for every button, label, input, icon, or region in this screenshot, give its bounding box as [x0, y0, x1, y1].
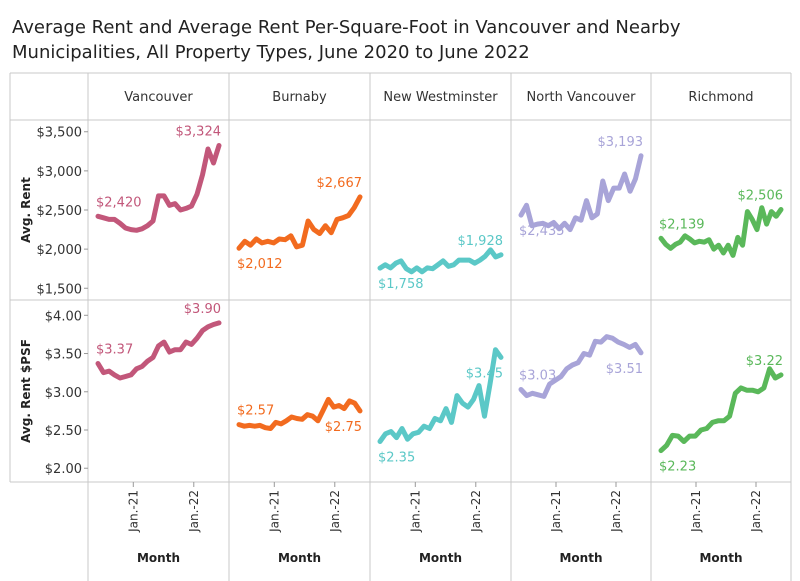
- data-label-last: $2,506: [738, 189, 784, 204]
- data-label-first: $3.03: [519, 368, 556, 383]
- data-label-first: $2,012: [237, 257, 283, 272]
- data-label-first: $2,435: [519, 224, 565, 239]
- x-tick-label: Jan.-21: [126, 490, 140, 533]
- series-line-psf-vancouver: [95, 320, 222, 381]
- panel-header-north-vancouver: North Vancouver: [527, 90, 637, 105]
- x-tick-label: Jan.-22: [469, 490, 483, 533]
- y-tick-label: $4.00: [45, 309, 82, 324]
- series-line-rent-north-vancouver: [518, 153, 644, 233]
- panel-header-burnaby: Burnaby: [272, 90, 327, 105]
- chart-title-line-2: Municipalities, All Property Types, June…: [12, 42, 530, 63]
- y-tick-label: $3.50: [45, 348, 82, 363]
- data-series: $2,420 $3,324 $3.37 $3.90 $2,012 $2,667 $2.57 $…: [95, 125, 784, 475]
- series-line-rent-richmond: [658, 205, 784, 258]
- x-axis-title: Month: [419, 551, 462, 565]
- series-line-psf-richmond: [658, 366, 784, 454]
- data-label-first: $2.23: [659, 460, 696, 475]
- x-tick-label: Jan.-22: [187, 490, 201, 533]
- x-axis-title: Month: [559, 551, 602, 565]
- x-axis-title: Month: [278, 551, 321, 565]
- data-label-first: $1,758: [378, 277, 424, 292]
- data-label-last: $3.51: [606, 362, 643, 377]
- data-label-last: $3.90: [184, 302, 221, 317]
- x-tick-label: Jan.-21: [267, 490, 281, 533]
- data-label-first: $2,420: [96, 195, 142, 210]
- y-tick-label: $3.00: [45, 386, 82, 401]
- y-tick-label: $3,500: [37, 126, 83, 141]
- x-axis-title: Month: [699, 551, 742, 565]
- y-tick-label: $2,000: [37, 243, 83, 258]
- data-label-last: $3,193: [598, 135, 644, 150]
- data-label-last: $2.75: [325, 420, 362, 435]
- y-tick-label: $1,500: [37, 282, 83, 297]
- series-line-psf-north-vancouver: [518, 334, 644, 399]
- data-label-last: $3,324: [176, 125, 222, 140]
- panel-grid: [9, 72, 792, 581]
- x-tick-label: Jan.-21: [408, 490, 422, 533]
- x-tick-label: Jan.-21: [689, 490, 703, 533]
- y-tick-label: $2.00: [45, 462, 82, 477]
- panel-header-vancouver: Vancouver: [124, 90, 193, 105]
- y-tick-label: $3,000: [37, 165, 83, 180]
- x-tick-label: Jan.-22: [328, 490, 342, 533]
- data-label-first: $2,139: [659, 217, 705, 232]
- data-label-first: $3.37: [96, 342, 133, 357]
- panel-headers: Vancouver Burnaby New Westminster North Van…: [124, 90, 753, 105]
- series-line-rent-new-westminster: [377, 247, 504, 275]
- series-line-rent-vancouver: [95, 143, 222, 233]
- y-axis-title: Avg. Rent $PSF: [19, 339, 33, 443]
- data-label-last: $2,667: [317, 176, 363, 191]
- chart-title-line-1: Average Rent and Average Rent Per-Square…: [12, 17, 681, 38]
- x-tick-label: Jan.-22: [609, 490, 623, 533]
- data-label-last: $1,928: [458, 234, 504, 249]
- y-tick-label: $2,500: [37, 204, 83, 219]
- data-label-last: $3.22: [746, 354, 783, 369]
- panel-header-new-westminster: New Westminster: [383, 90, 498, 105]
- x-axis-title: Month: [137, 551, 180, 565]
- panel-header-richmond: Richmond: [688, 90, 753, 105]
- y-axes: $1,500 $2,000 $2,500 $3,000 $3,500 Avg. Rent $…: [19, 126, 88, 477]
- chart-title: Average Rent and Average Rent Per-Square…: [12, 17, 681, 63]
- series-line-psf-new-westminster: [377, 347, 504, 444]
- data-label-first: $2.57: [237, 404, 274, 419]
- y-tick-label: $2.50: [45, 424, 82, 439]
- x-tick-label: Jan.-22: [749, 490, 763, 533]
- series-line-psf-burnaby: [236, 396, 363, 431]
- data-label-last: $3.45: [466, 366, 503, 381]
- x-tick-label: Jan.-21: [549, 490, 563, 533]
- series-line-rent-burnaby: [236, 194, 363, 251]
- y-axis-title: Avg. Rent: [19, 177, 33, 243]
- x-axes: Jan.-21 Jan.-22 Month Jan.-21 Jan.-22 Month Ja…: [126, 482, 763, 565]
- data-label-first: $2.35: [378, 450, 415, 465]
